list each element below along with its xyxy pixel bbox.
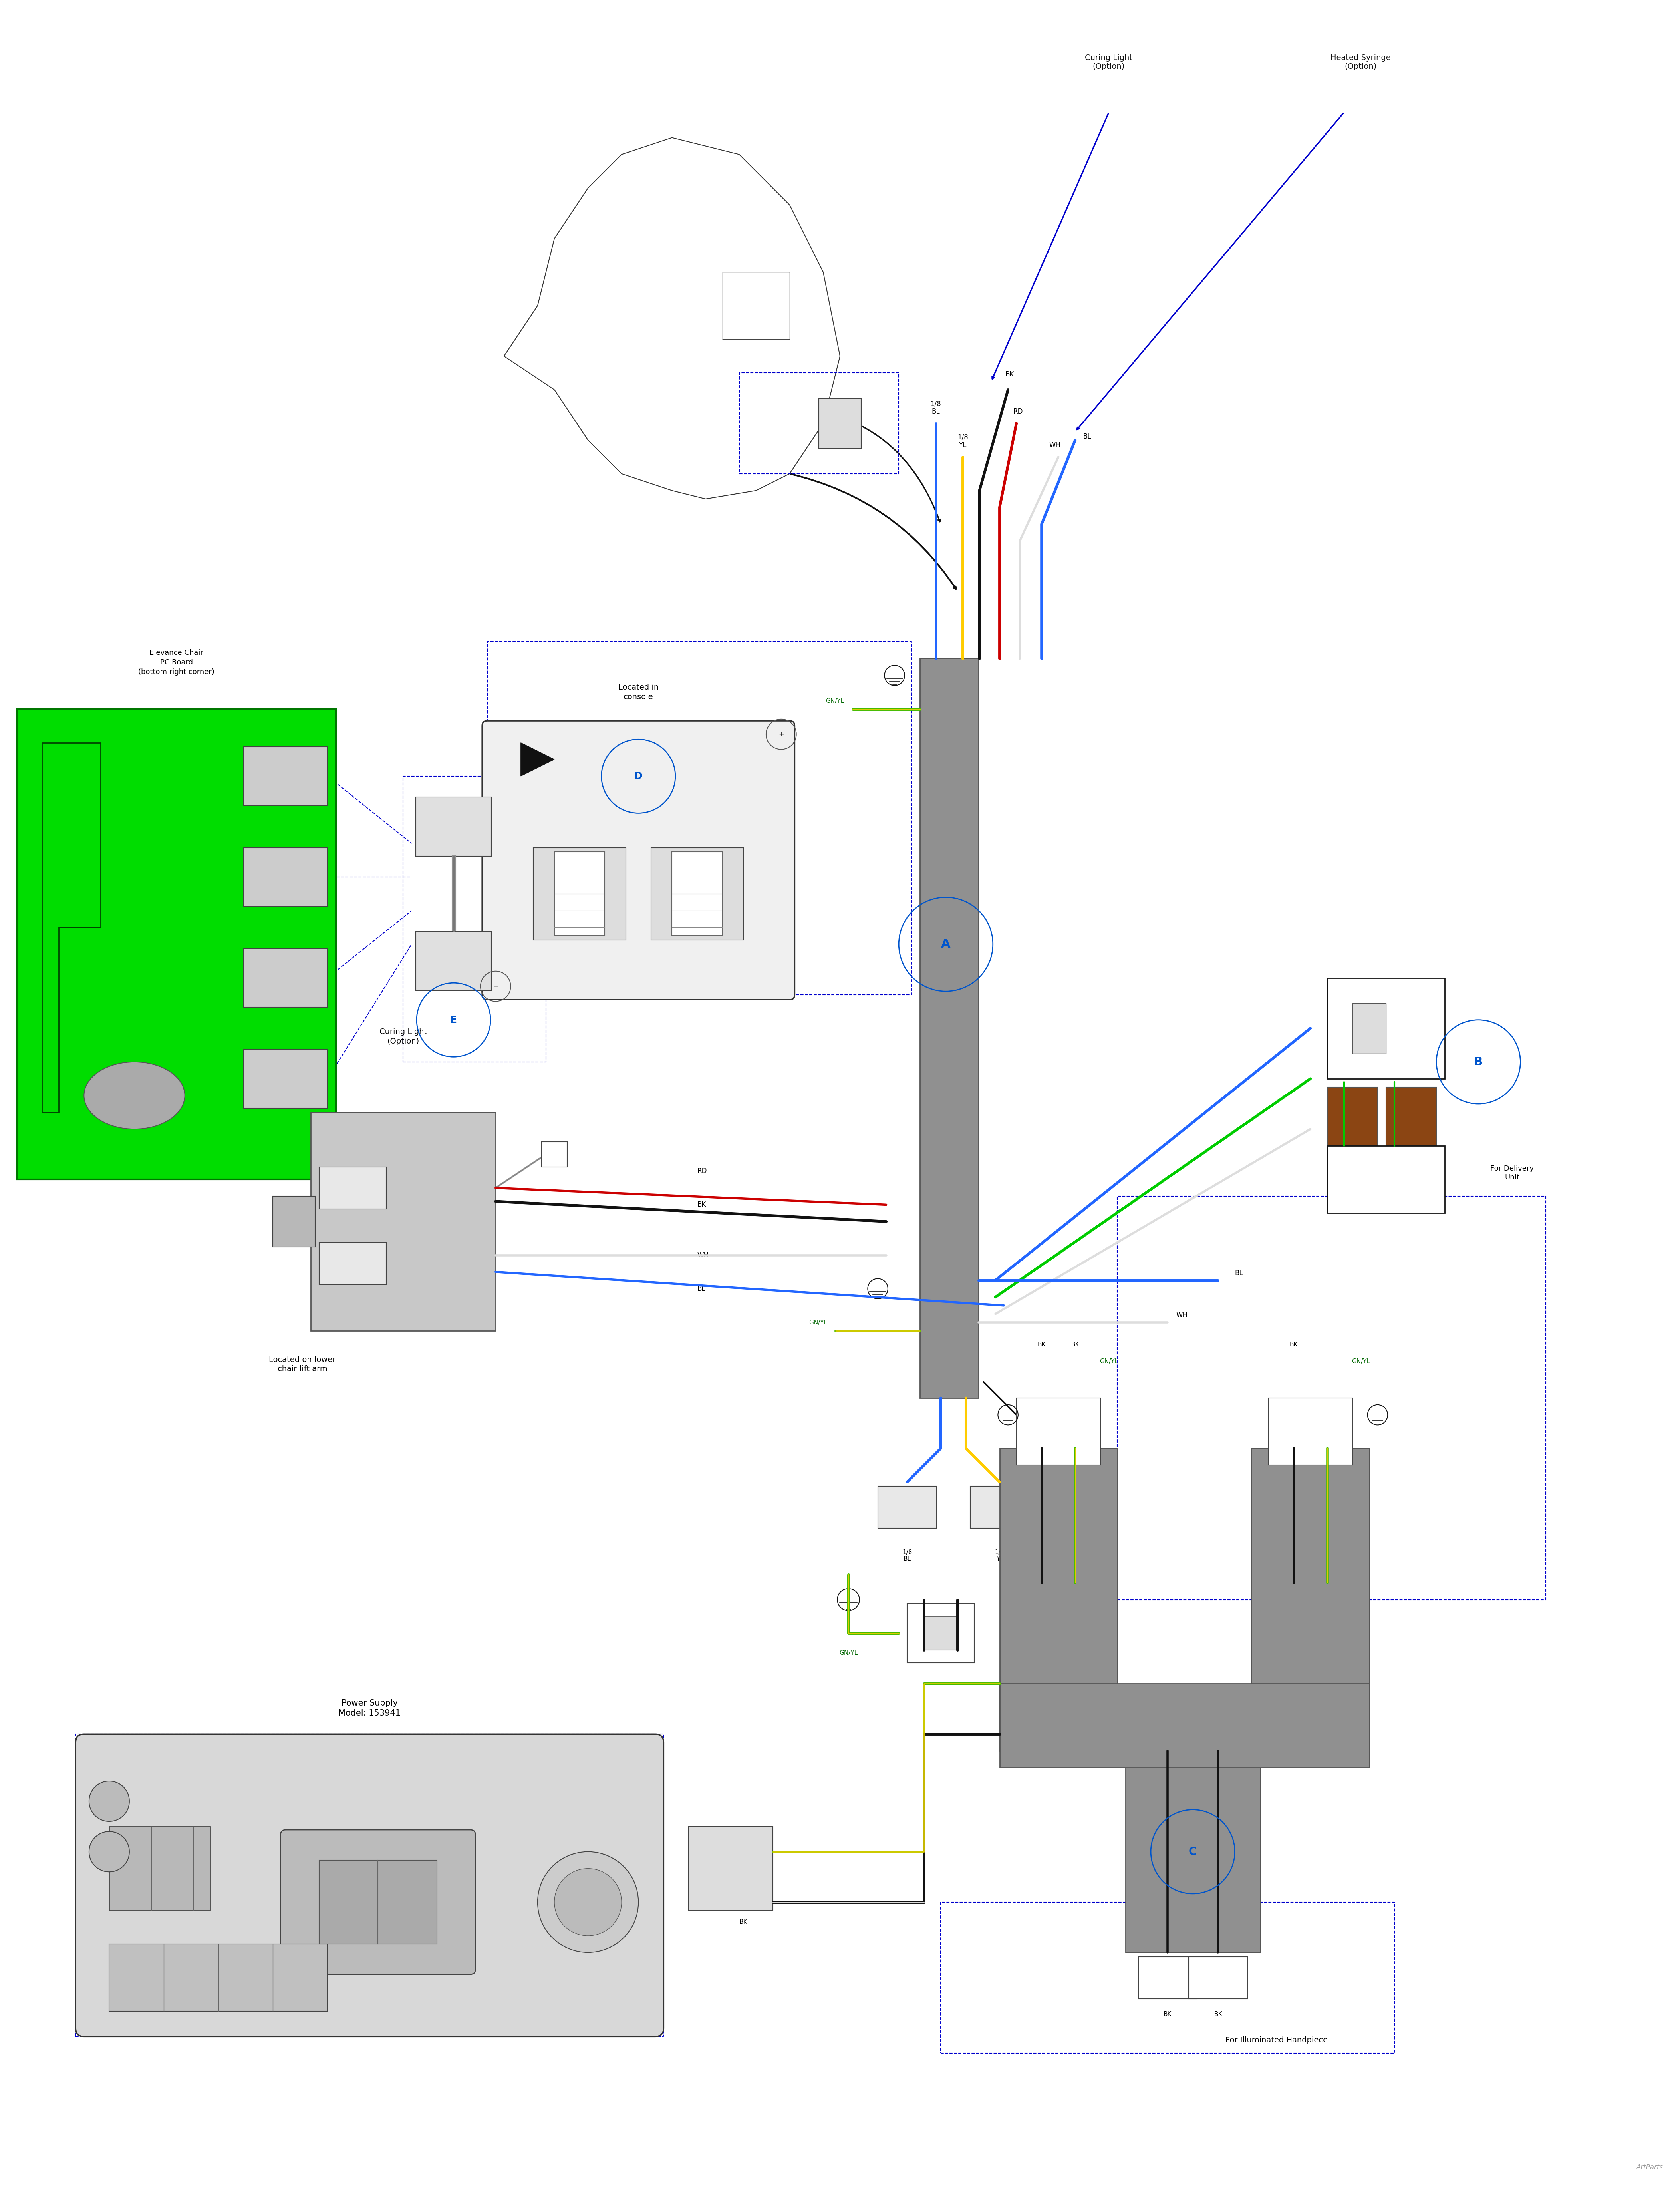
Text: J12: J12 — [213, 773, 223, 780]
Text: BK: BK — [739, 1919, 748, 1926]
Bar — [1327, 1087, 1378, 1146]
Bar — [1327, 1146, 1445, 1214]
Bar — [543, 1142, 568, 1168]
FancyBboxPatch shape — [76, 1733, 664, 2035]
Bar — [1386, 1087, 1436, 1146]
Bar — [672, 852, 722, 936]
Text: WH: WH — [697, 1251, 709, 1260]
Text: ArtParts: ArtParts — [1636, 2165, 1663, 2171]
Bar — [17, 710, 336, 1179]
Text: +: + — [778, 730, 785, 738]
Text: J9: J9 — [215, 1076, 222, 1082]
Circle shape — [89, 1781, 129, 1821]
Text: 1/8
BL: 1/8 BL — [902, 1549, 912, 1562]
Bar — [272, 1196, 316, 1247]
Text: RD: RD — [1013, 408, 1023, 414]
Text: B: B — [1473, 1056, 1483, 1067]
Text: BK: BK — [1290, 1341, 1297, 1347]
Bar — [971, 1485, 1028, 1527]
Text: D: D — [635, 771, 642, 780]
Text: Located in
console: Located in console — [618, 684, 659, 701]
Polygon shape — [504, 138, 840, 500]
Text: A: A — [941, 938, 951, 951]
Bar — [417, 931, 492, 990]
Bar — [109, 1827, 210, 1911]
FancyBboxPatch shape — [281, 1829, 475, 1974]
Ellipse shape — [84, 1063, 185, 1128]
Text: GN/YL: GN/YL — [1352, 1358, 1369, 1365]
Bar — [1352, 1003, 1386, 1054]
Bar — [907, 1604, 974, 1663]
Text: GN/YL: GN/YL — [739, 1838, 758, 1843]
Text: GN/YL: GN/YL — [810, 1319, 827, 1326]
Text: BK: BK — [1215, 2011, 1221, 2018]
Text: Curing Light
(Option): Curing Light (Option) — [380, 1028, 427, 1045]
Text: +: + — [492, 984, 499, 990]
Bar — [924, 1617, 958, 1650]
Circle shape — [89, 1832, 129, 1871]
Text: BL: BL — [1235, 1271, 1243, 1277]
Bar — [1189, 1957, 1248, 1998]
Text: J11: J11 — [213, 874, 223, 881]
Text: Heated Syringe
(Option): Heated Syringe (Option) — [1331, 55, 1391, 70]
Text: WH: WH — [1176, 1312, 1188, 1319]
Text: BL: BL — [1084, 434, 1090, 440]
Circle shape — [554, 1869, 622, 1935]
Bar — [1252, 1448, 1369, 1751]
Text: For Illuminated Handpiece: For Illuminated Handpiece — [1226, 2035, 1327, 2044]
Text: BK: BK — [954, 1659, 961, 1665]
Bar — [652, 848, 743, 940]
Circle shape — [538, 1851, 638, 1952]
Bar — [1327, 977, 1445, 1078]
Bar — [244, 1049, 328, 1109]
Text: BK: BK — [1038, 1341, 1045, 1347]
Bar — [1139, 1957, 1196, 1998]
Bar — [417, 798, 492, 857]
Text: GN/YL: GN/YL — [840, 1650, 857, 1656]
Text: BK: BK — [1005, 370, 1015, 379]
Text: GN/YL: GN/YL — [827, 699, 845, 703]
Text: Located on lower
chair lift arm: Located on lower chair lift arm — [269, 1356, 336, 1374]
Bar — [820, 399, 862, 449]
Text: Elevance Chair
PC Board
(bottom right corner): Elevance Chair PC Board (bottom right co… — [138, 649, 215, 675]
Bar — [689, 1827, 773, 1911]
Bar — [244, 848, 328, 907]
Text: For Delivery
Unit: For Delivery Unit — [1490, 1166, 1534, 1181]
Bar — [879, 1485, 937, 1527]
Bar — [311, 1113, 496, 1330]
Bar — [1016, 1398, 1100, 1466]
Bar — [1000, 1683, 1369, 1768]
Text: 1/8
YL: 1/8 YL — [995, 1549, 1005, 1562]
Text: BK: BK — [1164, 2011, 1171, 2018]
Text: BK: BK — [921, 1659, 927, 1665]
Bar — [319, 1242, 386, 1284]
FancyBboxPatch shape — [482, 721, 795, 999]
Bar — [534, 848, 625, 940]
Bar — [319, 1860, 437, 1943]
Bar — [1268, 1398, 1352, 1466]
Text: J9,
J10,
J11,
or
J12: J9, J10, J11, or J12 — [538, 725, 551, 773]
Text: J10: J10 — [213, 975, 223, 982]
Text: WH: WH — [1050, 440, 1060, 449]
Bar — [244, 747, 328, 806]
Bar — [109, 1943, 328, 2011]
Bar — [921, 659, 979, 1398]
Text: BK: BK — [697, 1201, 706, 1207]
Bar — [244, 949, 328, 1008]
Text: Power Supply
Model: 153941: Power Supply Model: 153941 — [338, 1700, 402, 1718]
Text: GN/YL: GN/YL — [1100, 1358, 1117, 1365]
Bar — [554, 852, 605, 936]
Text: RD: RD — [697, 1168, 707, 1174]
Text: BK: BK — [1072, 1341, 1079, 1347]
Bar — [1000, 1448, 1117, 1751]
Text: 1/8
BL: 1/8 BL — [931, 401, 941, 414]
Bar — [1126, 1718, 1260, 1952]
Polygon shape — [521, 743, 554, 776]
Bar — [319, 1168, 386, 1209]
Text: BL: BL — [697, 1286, 706, 1293]
Text: E: E — [450, 1014, 457, 1025]
Text: Curing Light
(Option): Curing Light (Option) — [1085, 55, 1132, 70]
Text: C: C — [1189, 1847, 1196, 1858]
Text: 1/8
YL: 1/8 YL — [958, 434, 968, 449]
